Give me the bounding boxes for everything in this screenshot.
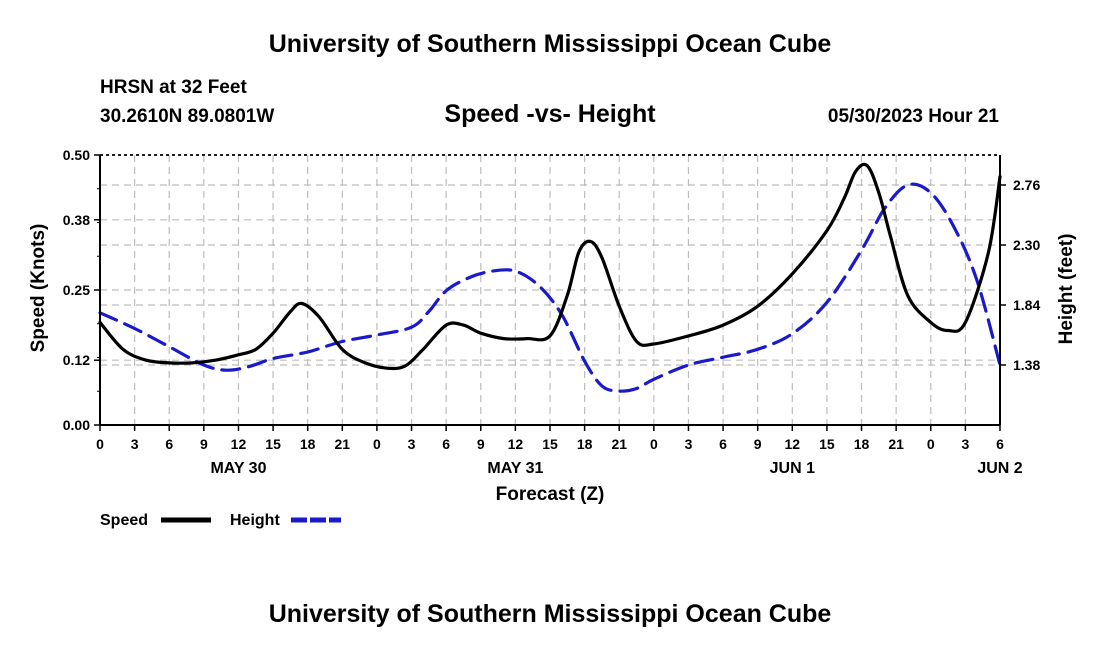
x-tick-label: 18: [300, 436, 316, 452]
legend: Speed Height: [100, 512, 341, 529]
x-tick-label: 0: [650, 436, 658, 452]
y-right-tick-label: 2.76: [1013, 177, 1040, 193]
x-tick-label: 12: [508, 436, 524, 452]
footer-title: University of Southern Mississippi Ocean…: [268, 600, 832, 628]
location-label: 30.2610N 89.0801W: [100, 106, 275, 127]
station-label: HRSN at 32 Feet: [100, 77, 247, 98]
x-tick-label: 3: [131, 436, 139, 452]
x-axis-title: Forecast (Z): [496, 484, 605, 505]
chart-title: Speed -vs- Height: [444, 100, 656, 128]
x-tick-label: 0: [927, 436, 935, 452]
y-left-tick-label: 0.50: [63, 147, 90, 163]
legend-label-speed: Speed: [100, 512, 148, 529]
x-tick-label: 15: [265, 436, 281, 452]
y-right-axis-title: Height (feet): [1056, 234, 1077, 345]
x-tick-label: 6: [719, 436, 727, 452]
y-right-tick-label: 2.30: [1013, 237, 1040, 253]
y-left-tick-label: 0.25: [63, 282, 90, 298]
x-tick-label: 3: [961, 436, 969, 452]
y-left-tick-label: 0.12: [63, 352, 90, 368]
x-tick-label: 12: [785, 436, 801, 452]
day-label: JUN 1: [770, 460, 815, 477]
grid: [100, 155, 1000, 425]
axes: 0 3 6 9 12 15 18 21 0 3 6 9 12 15 18 21 0 3 6 9 12 15 18 21 0 3 6 M…: [28, 147, 1077, 505]
day-label: JUN 2: [977, 460, 1022, 477]
x-tick-label: 18: [577, 436, 593, 452]
x-tick-label: 3: [685, 436, 693, 452]
x-tick-label: 21: [888, 436, 904, 452]
x-tick-label: 12: [231, 436, 247, 452]
x-tick-label: 6: [165, 436, 173, 452]
y-left-tick-label: 0.38: [63, 212, 90, 228]
x-tick-label: 0: [96, 436, 104, 452]
y-left-tick-label: 0.00: [63, 417, 90, 433]
x-tick-label: 15: [542, 436, 558, 452]
x-tick-label: 9: [200, 436, 208, 452]
x-tick-label: 15: [819, 436, 835, 452]
date-label: 05/30/2023 Hour 21: [827, 106, 999, 127]
x-tick-label: 6: [996, 436, 1004, 452]
x-tick-label: 21: [611, 436, 627, 452]
x-tick-label: 18: [854, 436, 870, 452]
x-tick-label: 3: [408, 436, 416, 452]
day-label: MAY 31: [487, 460, 543, 477]
x-tick-label: 21: [335, 436, 351, 452]
day-label: MAY 30: [210, 460, 266, 477]
series-group: [98, 162, 1002, 393]
y-right-tick-label: 1.38: [1013, 357, 1040, 373]
x-tick-label: 9: [477, 436, 485, 452]
y-left-axis-title: Speed (Knots): [28, 224, 49, 353]
legend-label-height: Height: [230, 512, 280, 529]
page-title: University of Southern Mississippi Ocean…: [268, 30, 832, 58]
y-right-tick-label: 1.84: [1013, 297, 1040, 313]
x-tick-label: 6: [442, 436, 450, 452]
x-tick-label: 0: [373, 436, 381, 452]
speed-series-line: [98, 162, 1002, 371]
x-tick-label: 9: [754, 436, 762, 452]
